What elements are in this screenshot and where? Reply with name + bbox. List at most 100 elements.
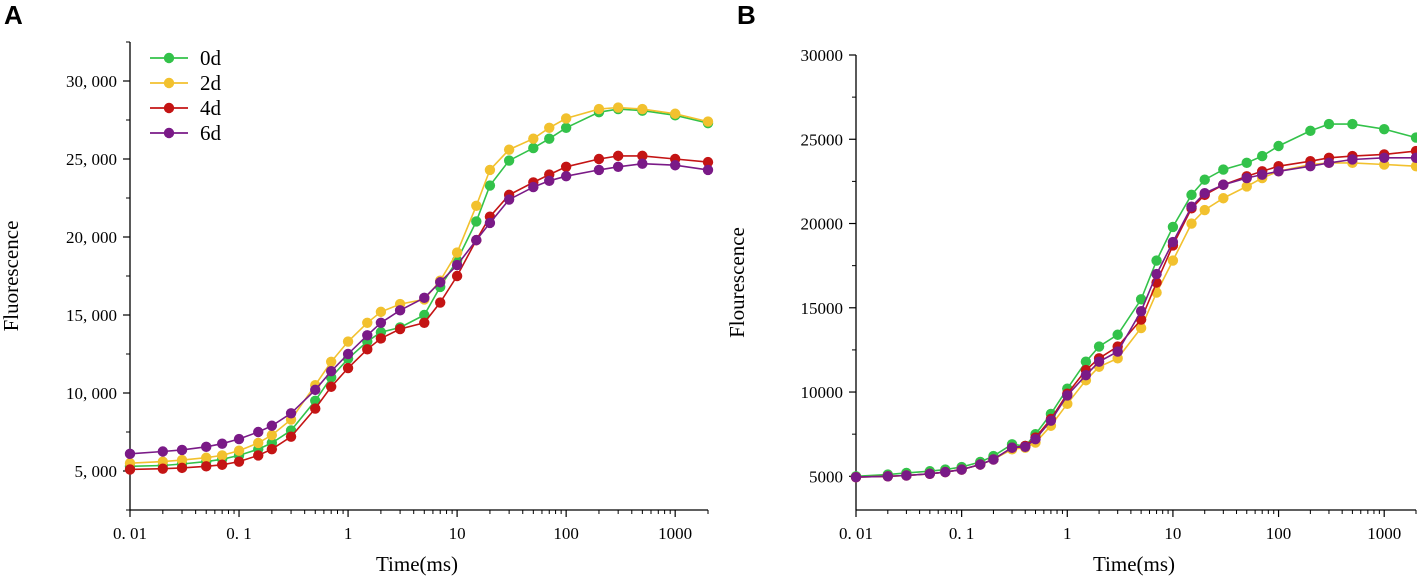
- y-tick-label: 20000: [801, 215, 844, 234]
- data-point-2d: [471, 200, 482, 211]
- data-point-6d: [1062, 390, 1073, 401]
- data-point-6d: [266, 420, 278, 431]
- legend-marker-4d: [163, 102, 175, 114]
- data-point-6d: [1045, 415, 1057, 426]
- series-4d: [124, 150, 714, 475]
- data-point-6d: [1199, 187, 1210, 199]
- data-point-2d: [362, 317, 373, 328]
- data-point-6d: [325, 365, 337, 377]
- data-point-4d: [233, 456, 245, 467]
- data-point-0d: [544, 133, 555, 144]
- x-tick-label: 1: [1063, 524, 1072, 543]
- data-point-6d: [1218, 179, 1229, 190]
- y-tick-label: 20, 000: [66, 228, 117, 247]
- y-tick-label: 15, 000: [66, 306, 117, 325]
- series-2d: [850, 157, 1417, 483]
- series-4d: [850, 145, 1417, 483]
- data-point-2d: [342, 336, 354, 347]
- data-point-0d: [560, 122, 572, 133]
- data-point-6d: [201, 441, 212, 453]
- data-point-6d: [1347, 154, 1358, 165]
- data-point-2d: [503, 144, 515, 155]
- data-point-6d: [1273, 166, 1284, 177]
- data-point-6d: [1305, 161, 1316, 172]
- data-point-0d: [1112, 329, 1123, 340]
- series-line-6d: [129, 162, 709, 455]
- series-0d: [124, 103, 714, 472]
- panel-label-b: B: [737, 0, 756, 30]
- data-point-2d: [1062, 398, 1073, 410]
- data-point-2d: [375, 306, 387, 318]
- data-point-6d: [1006, 442, 1018, 453]
- x-tick-label: 0. 1: [949, 524, 975, 543]
- data-point-2d: [612, 102, 624, 113]
- x-tick-label: 100: [553, 524, 579, 543]
- data-point-4d: [342, 362, 354, 374]
- data-point-0d: [1323, 118, 1335, 130]
- data-point-4d: [362, 344, 373, 355]
- legend-label-4d: 4d: [200, 96, 222, 120]
- series-2d: [124, 102, 714, 469]
- series-6d: [124, 158, 714, 460]
- data-point-0d: [484, 180, 496, 191]
- data-point-6d: [882, 471, 894, 482]
- panel-label-a: A: [4, 0, 23, 30]
- data-point-6d: [1323, 157, 1335, 169]
- data-point-0d: [1218, 164, 1229, 175]
- y-tick-label: 25, 000: [66, 150, 117, 169]
- y-axis-title: Fluorescence: [0, 221, 23, 332]
- y-axis-title: Flourescence: [725, 227, 749, 338]
- data-point-6d: [1020, 441, 1031, 453]
- data-point-2d: [484, 164, 496, 176]
- legend-label-2d: 2d: [200, 71, 222, 95]
- data-point-4d: [612, 150, 624, 162]
- series-6d: [850, 152, 1417, 483]
- data-point-0d: [1378, 123, 1390, 135]
- x-tick-label: 0. 1: [226, 524, 252, 543]
- data-point-2d: [1186, 218, 1197, 229]
- data-point-2d: [669, 108, 681, 119]
- data-point-6d: [975, 459, 986, 470]
- data-point-4d: [285, 431, 297, 442]
- x-axis-title: Time(ms): [376, 552, 458, 576]
- x-tick-label: 1000: [1367, 524, 1401, 543]
- data-point-4d: [266, 443, 278, 455]
- y-tick-label: 30000: [801, 46, 844, 65]
- series-line-2d: [129, 106, 709, 464]
- data-point-6d: [956, 464, 967, 475]
- data-point-6d: [435, 277, 446, 288]
- data-point-6d: [233, 433, 245, 445]
- data-point-4d: [201, 461, 212, 472]
- data-point-6d: [157, 446, 169, 457]
- data-point-4d: [702, 156, 714, 168]
- y-tick-label: 5000: [809, 467, 843, 486]
- data-point-6d: [1378, 152, 1390, 163]
- series-line-4d: [855, 150, 1417, 478]
- legend-marker-2d: [163, 77, 175, 89]
- x-tick-label: 10: [449, 524, 466, 543]
- data-point-2d: [1218, 193, 1229, 204]
- data-point-2d: [1199, 204, 1210, 216]
- data-point-4d: [310, 403, 321, 414]
- data-point-2d: [266, 429, 278, 441]
- data-point-4d: [157, 463, 169, 474]
- data-point-2d: [1167, 255, 1179, 266]
- legend-label-6d: 6d: [200, 121, 222, 145]
- data-point-6d: [1256, 169, 1268, 180]
- data-point-6d: [528, 181, 539, 193]
- data-point-6d: [988, 454, 999, 465]
- data-point-6d: [503, 194, 515, 205]
- series-0d: [850, 118, 1417, 482]
- data-point-6d: [216, 438, 228, 449]
- data-point-6d: [1080, 369, 1092, 381]
- data-point-0d: [1199, 174, 1210, 185]
- data-point-6d: [702, 164, 714, 176]
- data-point-0d: [1135, 294, 1147, 305]
- data-point-6d: [1112, 346, 1123, 357]
- y-tick-label: 10000: [801, 383, 844, 402]
- data-point-6d: [669, 160, 681, 171]
- data-point-0d: [1410, 132, 1417, 143]
- y-tick-label: 15000: [801, 299, 844, 318]
